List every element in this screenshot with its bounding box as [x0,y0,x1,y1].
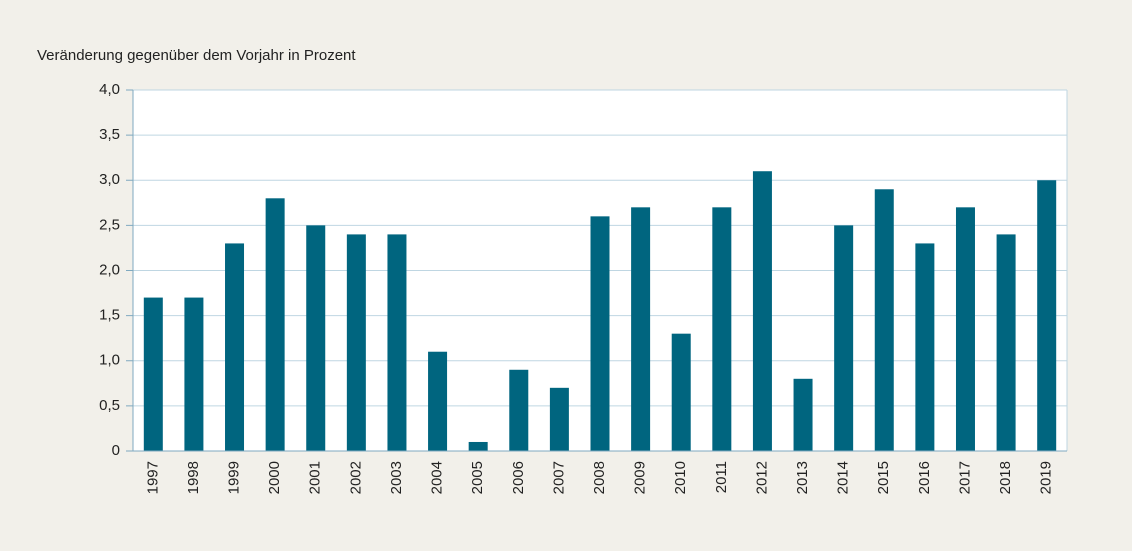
x-tick-label: 2004 [429,461,446,494]
x-tick-label: 2009 [632,461,649,494]
y-tick-label: 0 [112,442,120,459]
axis-title: Veränderung gegenüber dem Vorjahr in Pro… [37,47,356,64]
y-tick-label: 0,5 [99,397,120,414]
x-tick-label: 2012 [753,461,770,494]
x-tick-label: 2013 [794,461,811,494]
bar [996,234,1016,451]
y-tick-label: 4,0 [99,81,120,98]
bar [143,297,163,451]
x-tick-label: 2010 [672,461,689,494]
bar [306,225,326,451]
bar [387,234,407,451]
bar [225,243,245,451]
bar [468,441,488,451]
y-tick-label: 2,5 [99,216,120,233]
bar [590,216,610,451]
bar [712,207,732,451]
x-tick-label: 2017 [956,461,973,494]
bar [509,369,529,451]
bar [346,234,366,451]
x-tick-label: 2015 [875,461,892,494]
x-tick-label: 2007 [550,461,567,494]
x-tick-label: 2019 [1038,461,1055,494]
y-tick-label: 3,5 [99,126,120,143]
x-tick-label: 2011 [713,461,730,493]
x-tick-label: 2002 [347,461,364,494]
x-tick-label: 2000 [266,461,283,494]
bar [752,171,772,451]
x-tick-label: 2014 [835,461,852,494]
x-tick-label: 1997 [144,461,161,494]
y-tick-label: 3,0 [99,171,120,188]
x-tick-label: 2003 [388,461,405,494]
bar [428,351,448,451]
y-tick-label: 1,5 [99,307,120,324]
bar [874,189,894,451]
bar [671,333,691,451]
bar [793,378,813,451]
y-tick-label: 1,0 [99,352,120,369]
x-tick-label: 2001 [307,461,324,494]
bar [834,225,854,451]
bar [549,387,569,451]
x-tick-label: 1999 [225,461,242,494]
x-tick-label: 2008 [591,461,608,494]
x-tick-label: 2016 [916,461,933,494]
bar [915,243,935,451]
x-tick-label: 1998 [185,461,202,494]
bar [955,207,975,451]
x-tick-label: 2006 [510,461,527,494]
x-tick-label: 2018 [997,461,1014,494]
bar [265,198,285,451]
bar [631,207,651,451]
bar [1037,180,1057,451]
x-tick-label: 2005 [469,461,486,494]
bar [184,297,204,451]
y-tick-label: 2,0 [99,261,120,278]
